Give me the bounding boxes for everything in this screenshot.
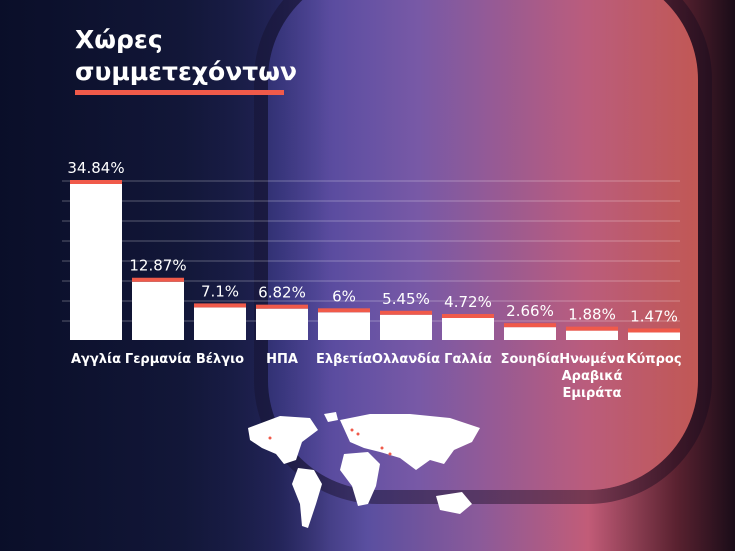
data-label: 2.66% <box>506 302 554 320</box>
category-label: Ολλανδία <box>372 352 440 367</box>
title-line-1: Χώρες <box>75 25 163 54</box>
bar <box>318 312 370 340</box>
bar <box>566 330 618 340</box>
page-title: Χώρες συμμετεχόντων <box>75 24 297 88</box>
data-label: 4.72% <box>444 293 492 311</box>
airplane-window-background <box>268 0 698 490</box>
bar-cap <box>380 310 432 315</box>
bar <box>70 184 122 340</box>
world-map-icon <box>248 412 480 528</box>
bar-cap <box>566 326 618 331</box>
bar-cap <box>318 308 370 313</box>
category-label: Εμιράτα <box>563 386 622 401</box>
data-label: 1.47% <box>630 307 678 325</box>
bar-cap <box>132 277 184 282</box>
category-label: Κύπρος <box>626 352 681 367</box>
title-underline <box>75 90 284 95</box>
title-line-2: συμμετεχόντων <box>75 57 297 86</box>
bar-cap <box>442 314 494 319</box>
bar-cap <box>194 303 246 308</box>
data-label: 7.1% <box>201 282 239 300</box>
category-label: Αγγλία <box>71 352 121 367</box>
bar <box>194 307 246 340</box>
category-label: Σουηδία <box>501 352 560 367</box>
category-label: Αραβικά <box>562 369 623 384</box>
bar-cap <box>70 180 122 184</box>
bar-chart: 34.84% Αγγλία 12.87% Γερμανία 7.1% Βέλγιο 6.82… <box>67 159 681 401</box>
category-label: ΗΠΑ <box>266 352 298 367</box>
bar <box>380 314 432 340</box>
data-label: 1.88% <box>568 306 616 324</box>
category-label: Ηνωμένα <box>559 352 625 367</box>
category-label: Ελβετία <box>316 352 372 367</box>
category-label: Γαλλία <box>444 352 492 367</box>
category-label: Γερμανία <box>125 352 191 367</box>
data-label: 5.45% <box>382 290 430 308</box>
bar <box>442 318 494 340</box>
bar <box>132 281 184 340</box>
bar-cap <box>504 323 556 328</box>
bar <box>504 327 556 340</box>
data-label: 6% <box>332 287 356 305</box>
data-label: 34.84% <box>67 159 124 177</box>
bar-cap <box>256 304 308 309</box>
bar-cap <box>628 328 680 333</box>
category-label: Βέλγιο <box>196 352 244 367</box>
data-label: 6.82% <box>258 284 306 302</box>
bar <box>256 308 308 340</box>
data-label: 12.87% <box>129 257 186 275</box>
bar <box>628 332 680 340</box>
